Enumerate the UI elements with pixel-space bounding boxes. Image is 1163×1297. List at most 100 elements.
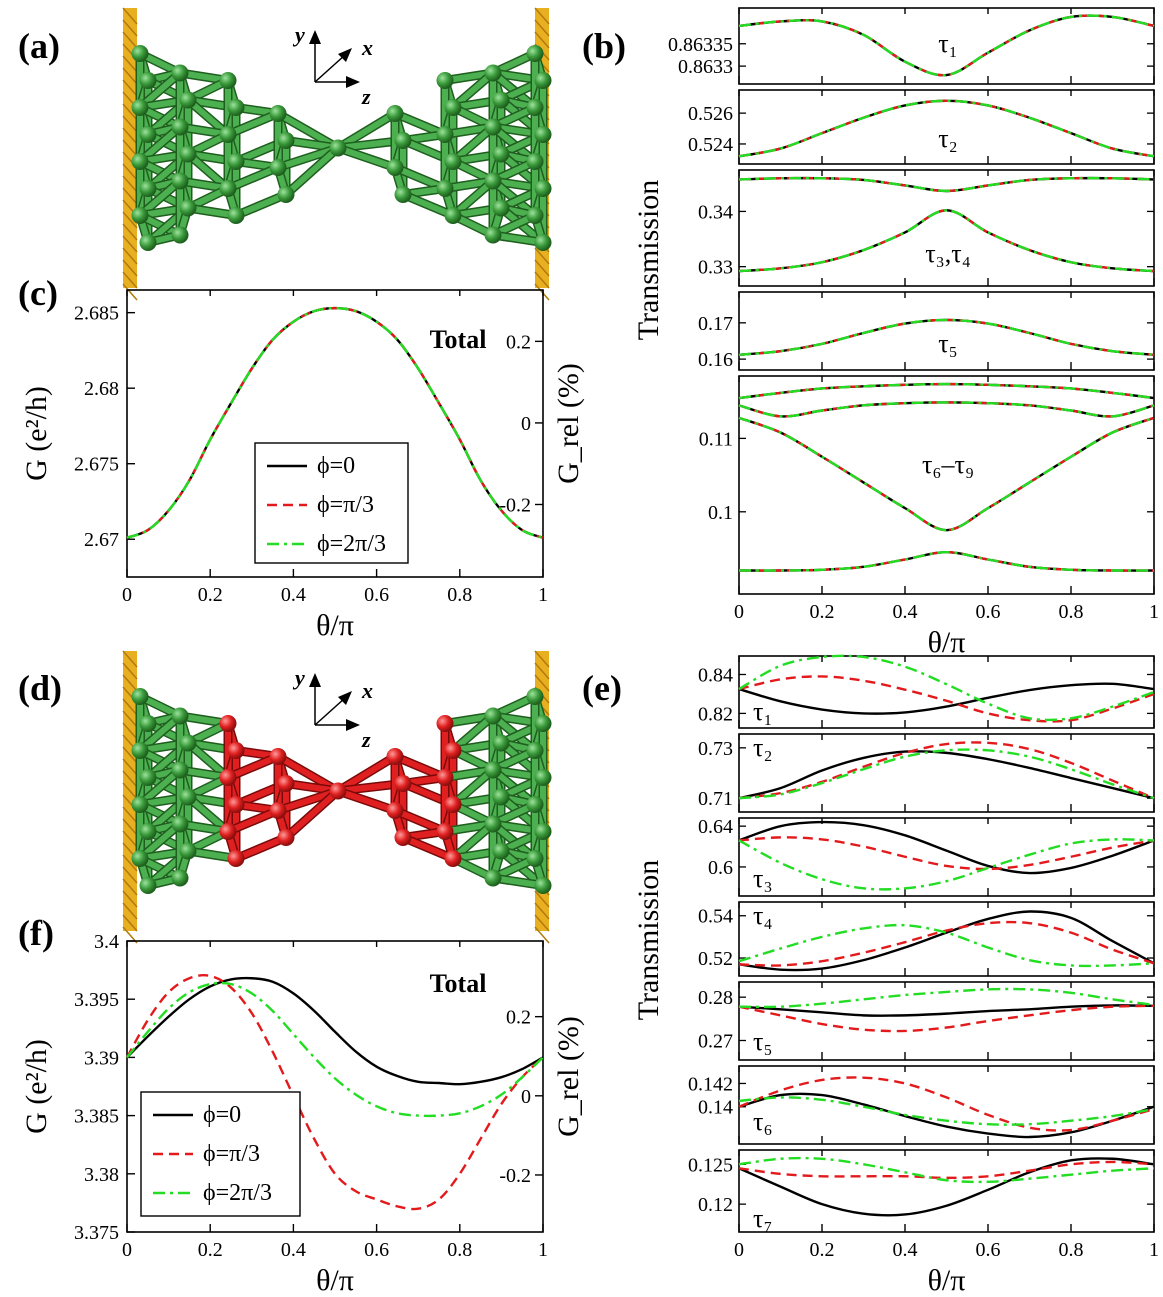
subplot-5: 0.1 0.11 0 0.2 0.4 0.6 0.8 1 τ₆–τ₉ (699, 375, 1159, 623)
lead-stripe (122, 31, 138, 49)
subplot-1: 0.82 0.84 τ₁ (698, 654, 1155, 729)
atom (526, 153, 544, 170)
ylabel-right: G_rel (%) (552, 1016, 585, 1137)
ytick-label: 0.14 (698, 1097, 733, 1119)
curve-2-phi-2pi-3 (738, 401, 1155, 418)
curve-1-phi-pi-3 (738, 176, 1155, 193)
ylabel: Transmission (632, 180, 665, 341)
y2tick-label: 0 (521, 413, 531, 435)
ytick-label: 0.86335 (668, 34, 733, 56)
atom (436, 823, 454, 840)
atom (436, 72, 454, 89)
atom (386, 159, 404, 176)
bond (335, 110, 398, 151)
sub-xtick-label: 0.6 (976, 601, 1001, 623)
atom (444, 99, 462, 116)
atom (269, 802, 287, 819)
lead-stripe (122, 211, 138, 229)
ytick-label: 0.16 (698, 349, 733, 371)
series-line-phi-pi-3 (738, 675, 1155, 723)
bond (225, 164, 281, 192)
lead-stripe (534, 19, 550, 37)
channel-label: τ₁ (938, 29, 958, 58)
series-line-phi-pi-3 (738, 1076, 1155, 1132)
atoms (131, 688, 552, 894)
lead-stripe (122, 139, 138, 157)
ytick-label: 0.12 (698, 1194, 733, 1216)
bond (225, 807, 281, 835)
ylabel: Transmission (632, 860, 665, 1021)
legend-label-phi-0: ϕ=0 (317, 453, 355, 479)
chart-xtick-label: 0.4 (281, 1239, 306, 1261)
chart-f-total-conductance: 3.375 3.38 3.385 3.39 3.395 3.4 -0.2 0 0.2 0 0.2 0.… (20, 931, 585, 1297)
ytick-label: 3.375 (74, 1222, 119, 1244)
atom (171, 815, 189, 833)
ytick-label: 0.526 (688, 103, 733, 125)
atom (492, 91, 510, 109)
series-line-phi-2pi-3 (738, 1096, 1155, 1126)
atom (219, 72, 237, 89)
chart-xtick-label: 0.8 (447, 584, 472, 606)
atom (484, 172, 502, 190)
atom (277, 829, 295, 846)
atom (219, 126, 237, 143)
subplot-frame (738, 169, 1155, 287)
atom (139, 823, 157, 840)
ytick-label: 0.84 (698, 664, 733, 686)
sub-xtick-label: 0.8 (1059, 1239, 1084, 1261)
atom (139, 715, 157, 732)
ytick-label: 0.52 (698, 948, 733, 970)
chart-title-total: Total (430, 969, 487, 998)
atom (131, 207, 149, 224)
ylabel: G (e²/h) (20, 386, 53, 481)
atom (179, 734, 197, 752)
lead-stripe (534, 926, 550, 944)
ytick-label: 2.685 (74, 303, 119, 325)
atomic-structure-a (122, 7, 552, 301)
chart-xtick-label: 0.6 (364, 584, 389, 606)
atom (386, 802, 404, 819)
bond (225, 753, 281, 781)
lead-stripe (122, 67, 138, 85)
atoms (131, 45, 552, 251)
ytick-label: 0.64 (698, 816, 733, 838)
sub-xtick-label: 0.8 (1059, 601, 1084, 623)
ytick-label: 0.33 (698, 257, 733, 279)
bond (450, 178, 496, 219)
atom (534, 877, 552, 894)
series-line-phi-pi-3 (738, 741, 1155, 800)
lead-stripe (122, 866, 138, 884)
atom (179, 199, 197, 217)
atom (386, 105, 404, 122)
atom (394, 132, 412, 149)
axis-label-z-d: z (361, 727, 371, 752)
subplot-7: 0.12 0.125 0 0.2 0.4 0.6 0.8 1 τ₇ (688, 1149, 1159, 1261)
subplot-frame (738, 901, 1155, 977)
lead-stripe (122, 806, 138, 824)
sub-xtick-label: 1 (1149, 601, 1159, 623)
lead-stripe (122, 79, 138, 97)
subplot-2: 0.524 0.526 τ₂ (688, 89, 1155, 165)
series-line-phi-0 (738, 910, 1155, 972)
lead-stripe (534, 650, 550, 668)
subplot-frame (738, 375, 1155, 595)
lead-stripe (534, 283, 550, 301)
atom (171, 226, 189, 244)
atom (131, 153, 149, 170)
atom (436, 715, 454, 732)
lead-stripe (122, 175, 138, 193)
atom (534, 823, 552, 840)
subplot-frame (738, 89, 1155, 165)
series-line-phi-2pi-3 (738, 654, 1155, 722)
ytick-label: 0.73 (698, 738, 733, 760)
atomic-structure-d (122, 650, 552, 944)
coordinate-axes-d: y x z (292, 665, 373, 752)
atom (444, 796, 462, 813)
gold-lead (122, 7, 138, 301)
xlabel: θ/π (928, 1264, 966, 1297)
bond (450, 124, 496, 165)
lead-stripe (122, 7, 138, 25)
lead-stripe (122, 758, 138, 776)
lead-stripe (122, 19, 138, 37)
